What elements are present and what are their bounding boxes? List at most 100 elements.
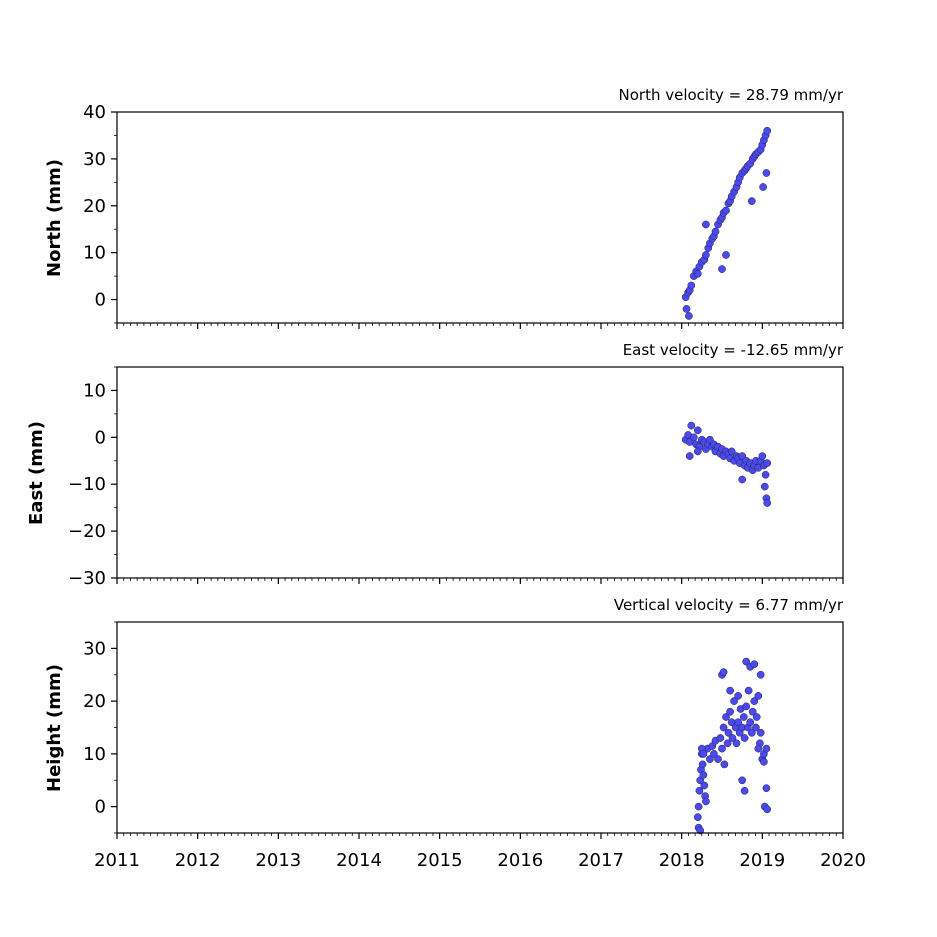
east-y-tick-label: −30 — [68, 568, 106, 589]
height-data-point — [763, 805, 772, 814]
east-y-tick-label: 10 — [83, 380, 106, 401]
north-panel: North velocity = 28.79 mm/yr North (mm) … — [44, 86, 844, 329]
height-data-point — [742, 702, 751, 711]
north-y-tick-label: 30 — [83, 149, 106, 170]
east-data-point — [727, 447, 736, 456]
height-data-point — [700, 781, 709, 790]
north-data-point — [702, 220, 710, 229]
height-x-tick-label: 2014 — [336, 850, 382, 871]
north-data-point — [693, 269, 702, 278]
height-data-point — [718, 744, 726, 753]
north-data-point — [747, 197, 756, 205]
height-x-tick-label: 2020 — [820, 850, 866, 871]
north-data-point — [702, 251, 710, 259]
height-data-point — [734, 692, 742, 700]
height-data-point — [695, 786, 704, 795]
height-data-point — [699, 750, 708, 758]
height-data-point — [734, 718, 742, 727]
height-data-point — [739, 713, 748, 721]
east-y-tick-label: −20 — [68, 521, 106, 542]
east-panel: East velocity = -12.65 mm/yr East (mm) 1… — [26, 341, 844, 589]
height-data-point — [754, 744, 763, 753]
height-data-point — [750, 660, 759, 669]
height-data-point — [747, 728, 756, 737]
height-data-point — [762, 744, 771, 753]
height-data-point — [740, 786, 749, 795]
height-data-point — [724, 728, 733, 737]
east-data-point — [761, 470, 770, 479]
height-data-point — [740, 734, 749, 742]
height-y-tick-label: 30 — [83, 638, 106, 659]
height-data-point — [756, 728, 765, 737]
east-data-points — [681, 421, 772, 507]
north-data-point — [685, 312, 693, 320]
north-data-point — [718, 265, 726, 273]
height-data-point — [738, 776, 747, 785]
height-data-point — [693, 813, 702, 822]
height-y-tick-label: 20 — [83, 691, 106, 712]
east-y-tick-label: 0 — [95, 427, 106, 448]
east-y-axis-label: East (mm) — [26, 421, 47, 525]
height-x-tick-label: 2012 — [175, 850, 221, 871]
height-data-point — [760, 757, 768, 766]
north-y-tick-label: 20 — [83, 196, 106, 217]
north-data-point — [759, 183, 767, 191]
height-data-point — [754, 692, 763, 700]
north-panel-title: North velocity = 28.79 mm/yr — [619, 86, 844, 104]
north-data-point — [711, 227, 720, 236]
north-data-point — [722, 206, 730, 215]
north-data-point — [687, 281, 696, 290]
east-data-point — [693, 426, 702, 435]
north-data-points — [681, 126, 772, 320]
north-data-point — [722, 251, 730, 259]
height-data-point — [723, 739, 732, 748]
east-data-point — [687, 421, 696, 430]
height-data-point — [719, 668, 728, 676]
height-data-point — [702, 797, 710, 806]
height-data-point — [722, 713, 730, 721]
height-panel-title: Vertical velocity = 6.77 mm/yr — [614, 596, 844, 614]
height-data-point — [719, 723, 728, 732]
north-y-axis-label: North (mm) — [44, 159, 65, 277]
east-data-point — [689, 433, 698, 442]
height-data-point — [744, 686, 753, 695]
height-data-point — [706, 755, 714, 763]
north-y-tick-label: 10 — [83, 243, 106, 264]
height-data-point — [716, 734, 725, 742]
height-data-point — [726, 707, 734, 716]
height-data-point — [732, 739, 741, 748]
height-panel: Vertical velocity = 6.77 mm/yr Height (m… — [44, 596, 866, 871]
height-y-axis-label: Height (mm) — [44, 664, 65, 792]
east-data-point — [758, 452, 767, 460]
height-data-point — [694, 802, 703, 811]
height-x-tick-label: 2016 — [497, 850, 543, 871]
height-x-tick-label: 2019 — [739, 850, 785, 871]
height-data-point — [748, 707, 757, 716]
east-data-point — [763, 499, 772, 507]
height-data-point — [714, 755, 722, 763]
height-data-point — [762, 784, 771, 793]
north-y-tick-label: 0 — [95, 290, 106, 311]
height-x-tick-label: 2018 — [659, 850, 705, 871]
height-data-point — [698, 760, 707, 769]
height-x-tick-label: 2015 — [417, 850, 463, 871]
east-data-point — [763, 459, 772, 467]
height-data-point — [696, 826, 705, 835]
height-x-tick-label: 2017 — [578, 850, 624, 871]
height-data-point — [726, 686, 734, 695]
height-data-point — [750, 697, 759, 705]
north-data-point — [682, 305, 691, 313]
height-data-point — [730, 697, 738, 705]
height-x-tick-label: 2013 — [255, 850, 301, 871]
north-data-point — [763, 126, 772, 135]
east-data-point — [693, 447, 702, 456]
height-data-points — [693, 657, 772, 835]
east-y-tick-label: −10 — [68, 474, 106, 495]
height-x-tick-label: 2011 — [94, 850, 140, 871]
height-data-point — [752, 713, 761, 721]
height-data-point — [746, 718, 755, 727]
height-y-tick-label: 10 — [83, 744, 106, 765]
north-data-point — [762, 169, 771, 177]
